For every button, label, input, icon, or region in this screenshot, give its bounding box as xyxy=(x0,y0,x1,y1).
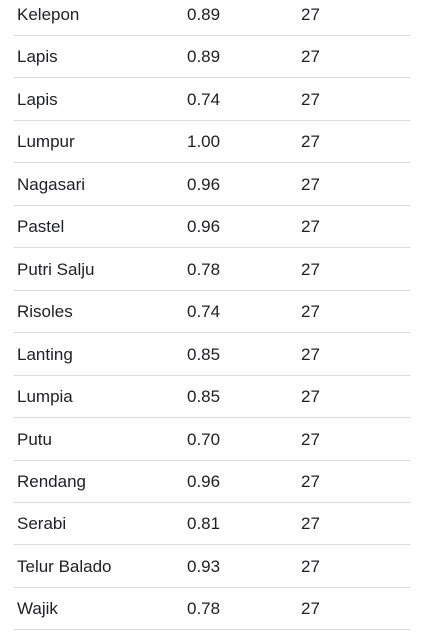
row-count-cell: 27 xyxy=(301,514,320,534)
row-name-cell: Lanting xyxy=(17,345,73,365)
table-row: Serabi 0.81 27 xyxy=(0,503,410,545)
row-score-cell: 0.78 xyxy=(187,599,220,619)
row-name-cell: Wajik xyxy=(17,599,58,619)
row-name-cell: Rendang xyxy=(17,472,86,492)
table-row: Rendang 0.96 27 xyxy=(0,461,410,503)
row-score-cell: 0.96 xyxy=(187,472,220,492)
row-name-cell: Lapis xyxy=(17,90,58,110)
row-score-cell: 0.74 xyxy=(187,90,220,110)
table-row: Telur Balado 0.93 27 xyxy=(0,546,410,588)
row-score-cell: 0.96 xyxy=(187,217,220,237)
row-divider xyxy=(14,629,410,630)
table-row: Lapis 0.74 27 xyxy=(0,79,410,121)
row-name-cell: Lumpia xyxy=(17,387,73,407)
row-score-cell: 0.78 xyxy=(187,260,220,280)
table-row: Lumpia 0.85 27 xyxy=(0,376,410,418)
row-count-cell: 27 xyxy=(301,387,320,407)
row-score-cell: 0.85 xyxy=(187,387,220,407)
row-name-cell: Serabi xyxy=(17,514,66,534)
row-count-cell: 27 xyxy=(301,260,320,280)
row-name-cell: Pastel xyxy=(17,217,64,237)
row-score-cell: 0.96 xyxy=(187,175,220,195)
table-row: Lapis 0.89 27 xyxy=(0,36,410,78)
table-row: Lanting 0.85 27 xyxy=(0,334,410,376)
table-row: Pastel 0.96 27 xyxy=(0,206,410,248)
row-score-cell: 1.00 xyxy=(187,132,220,152)
row-count-cell: 27 xyxy=(301,557,320,577)
row-count-cell: 27 xyxy=(301,599,320,619)
row-count-cell: 27 xyxy=(301,217,320,237)
row-score-cell: 0.89 xyxy=(187,5,220,25)
row-count-cell: 27 xyxy=(301,47,320,67)
row-count-cell: 27 xyxy=(301,302,320,322)
table-row: Wajik 0.78 27 xyxy=(0,588,410,630)
row-count-cell: 27 xyxy=(301,175,320,195)
row-name-cell: Nagasari xyxy=(17,175,85,195)
row-count-cell: 27 xyxy=(301,5,320,25)
row-name-cell: Kelepon xyxy=(17,5,79,25)
row-name-cell: Telur Balado xyxy=(17,557,112,577)
table-row: Risoles 0.74 27 xyxy=(0,291,410,333)
row-score-cell: 0.93 xyxy=(187,557,220,577)
table-row: Kelepon 0.89 27 xyxy=(0,0,410,36)
table-row: Lumpur 1.00 27 xyxy=(0,121,410,163)
row-score-cell: 0.89 xyxy=(187,47,220,67)
row-count-cell: 27 xyxy=(301,345,320,365)
row-name-cell: Lumpur xyxy=(17,132,75,152)
row-name-cell: Lapis xyxy=(17,47,58,67)
row-count-cell: 27 xyxy=(301,90,320,110)
row-score-cell: 0.81 xyxy=(187,514,220,534)
row-count-cell: 27 xyxy=(301,132,320,152)
row-score-cell: 0.70 xyxy=(187,430,220,450)
row-name-cell: Putu xyxy=(17,430,52,450)
row-name-cell: Risoles xyxy=(17,302,73,322)
table-row: Putu 0.70 27 xyxy=(0,419,410,461)
row-count-cell: 27 xyxy=(301,430,320,450)
table-row: Nagasari 0.96 27 xyxy=(0,164,410,206)
row-name-cell: Putri Salju xyxy=(17,260,94,280)
table-row: Putri Salju 0.78 27 xyxy=(0,249,410,291)
row-count-cell: 27 xyxy=(301,472,320,492)
row-score-cell: 0.85 xyxy=(187,345,220,365)
row-score-cell: 0.74 xyxy=(187,302,220,322)
